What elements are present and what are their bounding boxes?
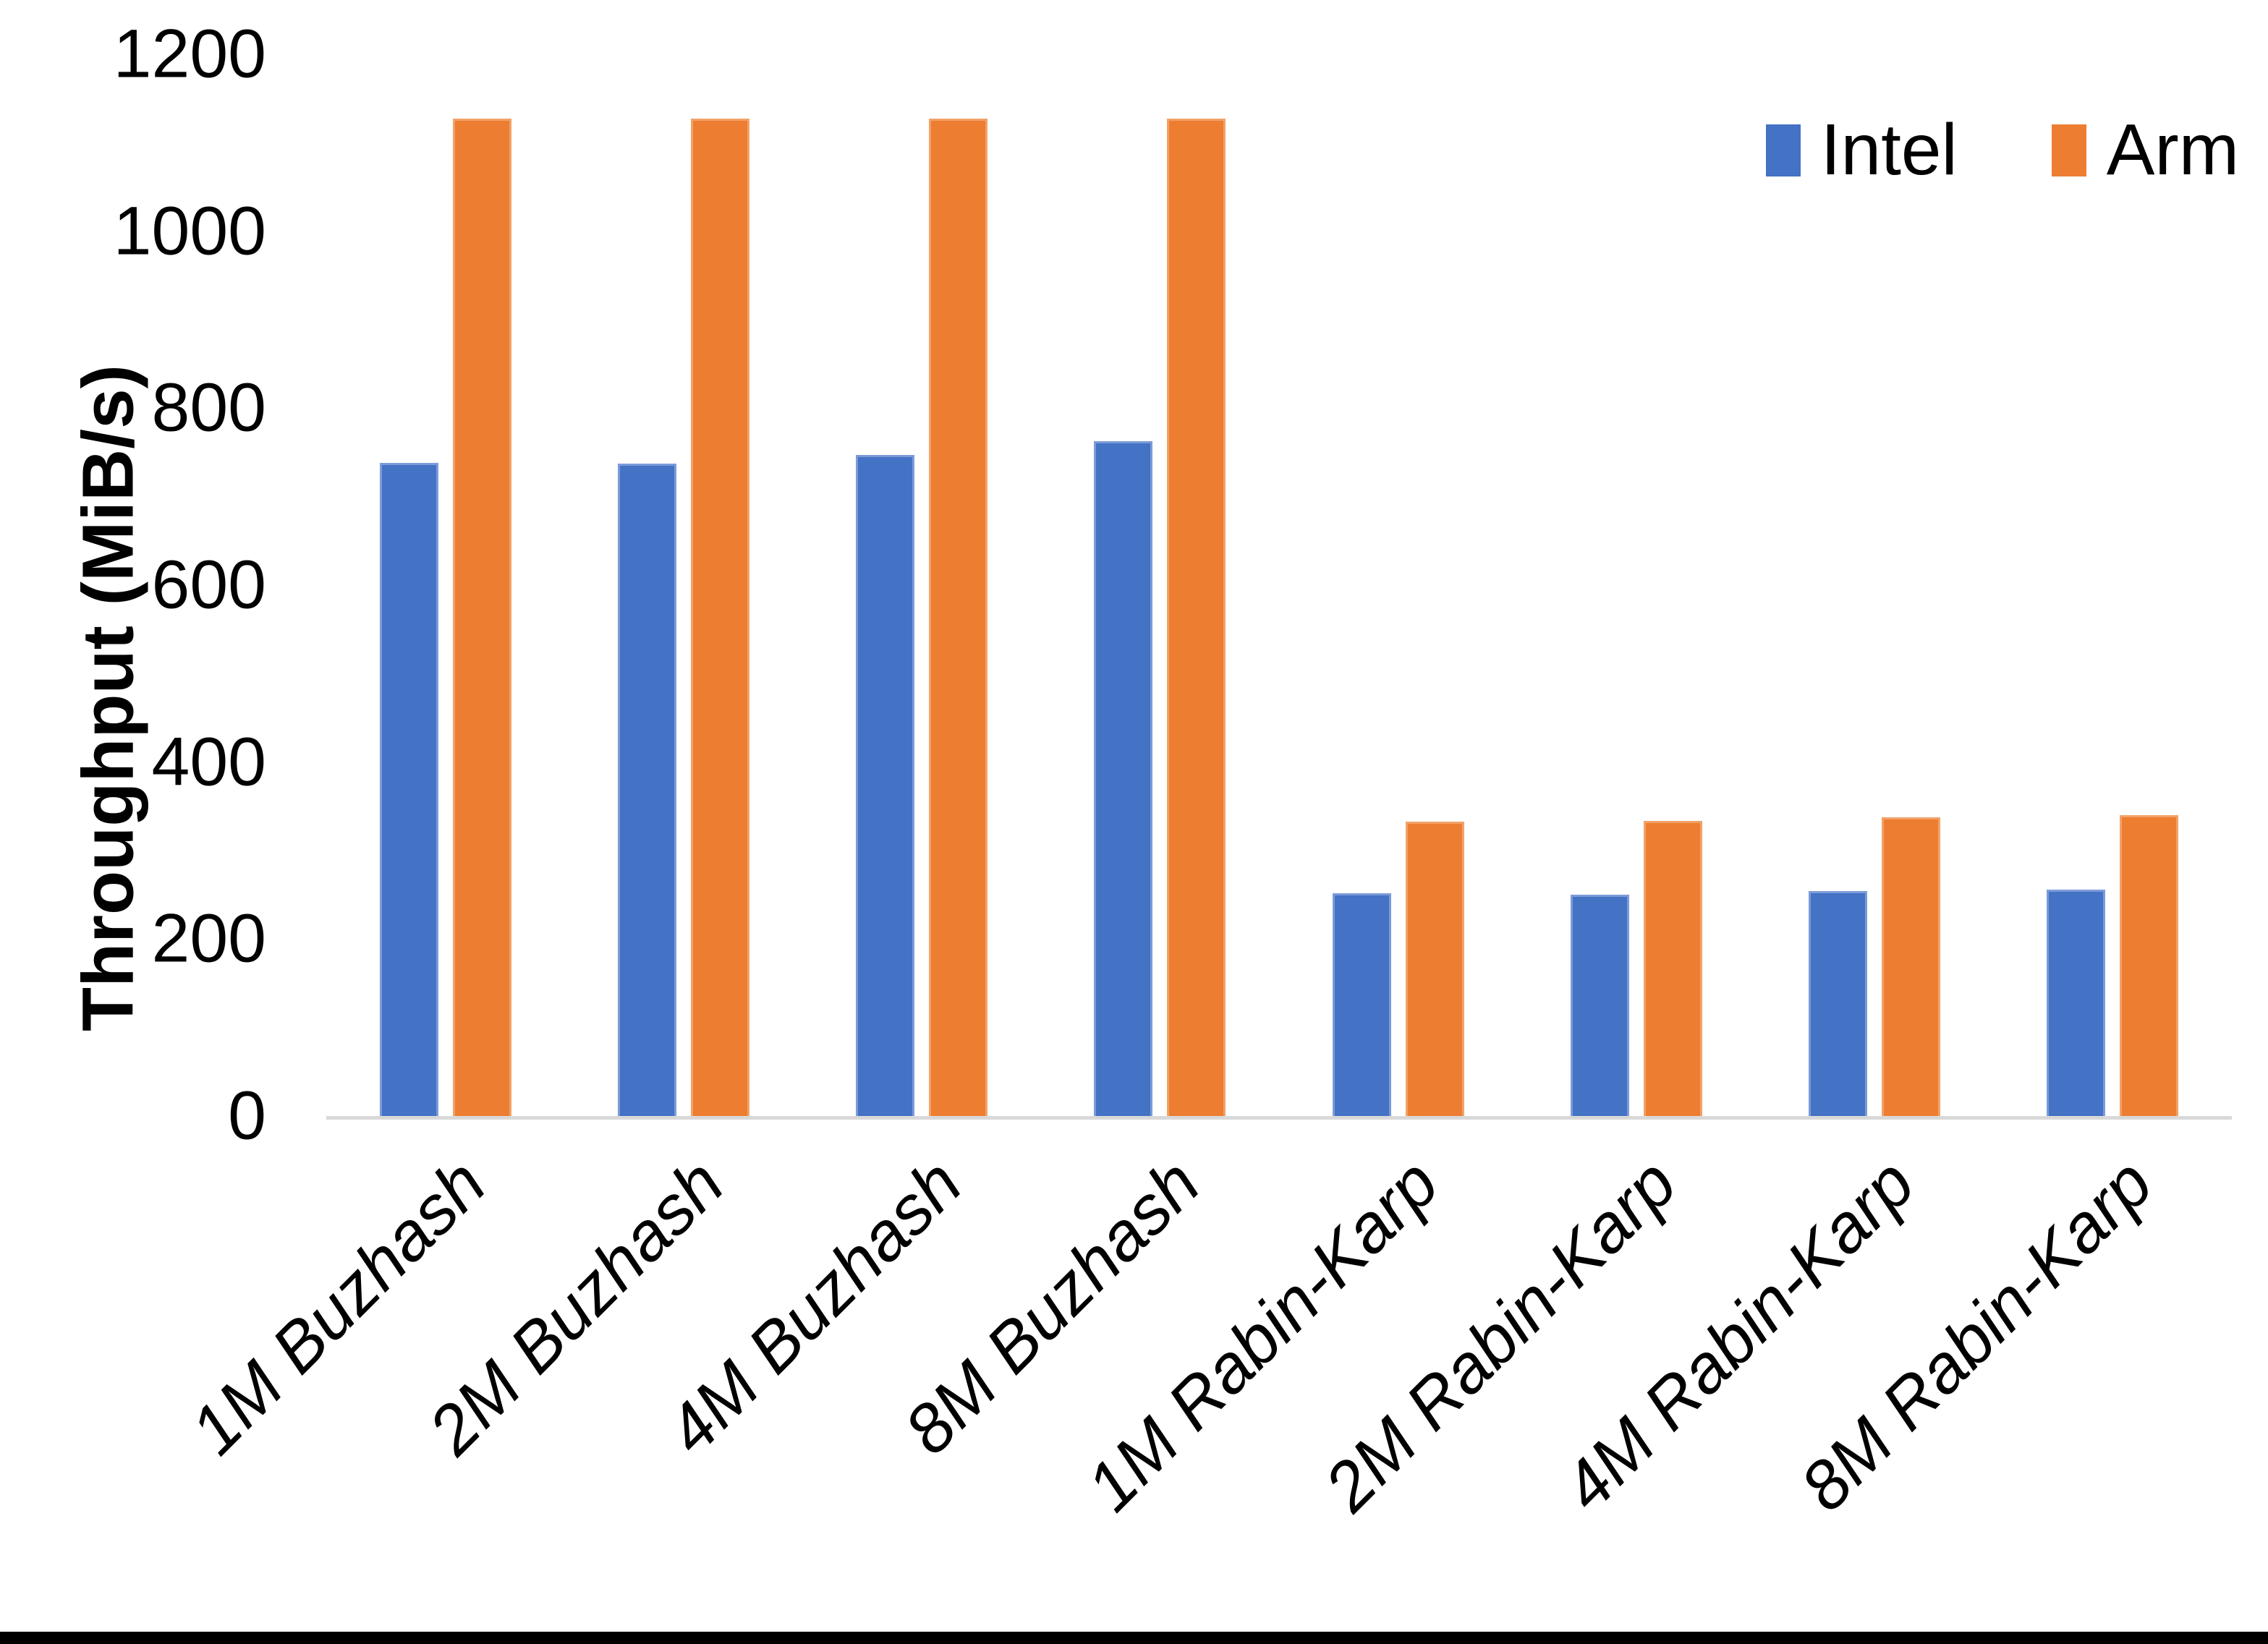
intel-bar bbox=[379, 463, 438, 1116]
category-group-4m-rabin-karp bbox=[1756, 54, 1994, 1116]
y-tick-label: 0 bbox=[228, 1077, 266, 1154]
intel-bar bbox=[2047, 890, 2106, 1116]
x-label-cell: 8M Rabin-Karp bbox=[1786, 1120, 2232, 1554]
page-bottom-border bbox=[0, 1632, 2268, 1644]
y-tick-label: 800 bbox=[151, 369, 266, 446]
category-group-8m-buzhash bbox=[1041, 54, 1279, 1116]
legend-label: Arm bbox=[2106, 109, 2239, 190]
arm-bar bbox=[1643, 821, 1702, 1116]
intel-bar bbox=[856, 455, 915, 1116]
arm-bar bbox=[1167, 119, 1226, 1116]
arm-bar bbox=[929, 119, 988, 1116]
category-group-8m-rabin-karp bbox=[1994, 54, 2232, 1116]
intel-bar bbox=[1570, 895, 1629, 1116]
intel-bar bbox=[617, 464, 676, 1116]
x-axis-labels: 1M Buzhash 2M Buzhash 4M Buzhash 8M Buzhash… bbox=[176, 1120, 2232, 1554]
legend-label: Intel bbox=[1820, 109, 1958, 190]
arm-bar bbox=[2120, 815, 2179, 1116]
arm-bar bbox=[690, 119, 749, 1116]
category-group-2m-buzhash bbox=[564, 54, 802, 1116]
legend-item-intel: Intel bbox=[1765, 108, 1958, 192]
intel-bar bbox=[1094, 441, 1153, 1116]
legend: Intel Arm bbox=[1765, 108, 2239, 192]
category-group-1m-rabin-karp bbox=[1279, 54, 1517, 1116]
legend-swatch-intel bbox=[1765, 124, 1801, 176]
category-group-4m-buzhash bbox=[803, 54, 1041, 1116]
y-tick-label: 1000 bbox=[113, 192, 266, 270]
y-tick-label: 400 bbox=[151, 723, 266, 801]
arm-bar bbox=[1405, 822, 1464, 1116]
y-tick-label: 1200 bbox=[113, 15, 266, 93]
category-group-1m-buzhash bbox=[326, 54, 564, 1116]
legend-swatch-arm bbox=[2051, 124, 2086, 176]
legend-item-arm: Arm bbox=[2051, 108, 2239, 192]
category-group-2m-rabin-karp bbox=[1517, 54, 1755, 1116]
intel-bar bbox=[1809, 891, 1868, 1116]
y-tick-label: 200 bbox=[151, 900, 266, 977]
plot-area bbox=[326, 54, 2232, 1120]
y-tick-label: 600 bbox=[151, 546, 266, 623]
arm-bar bbox=[1882, 817, 1941, 1116]
y-axis-title: Throughput (MiB/s) bbox=[67, 365, 149, 1031]
arm-bar bbox=[452, 119, 511, 1116]
intel-bar bbox=[1332, 893, 1391, 1116]
